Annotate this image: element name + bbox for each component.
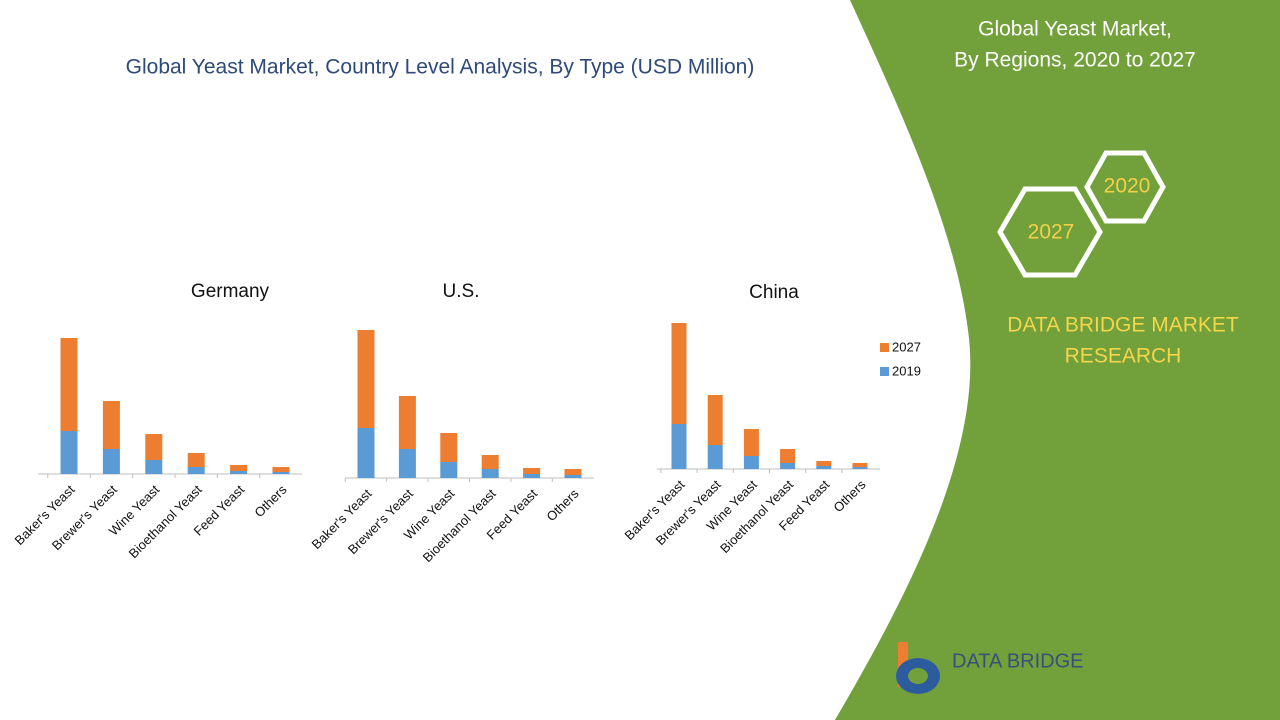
bar-segment (272, 467, 290, 472)
bar-segment (145, 434, 163, 460)
bar-segment (780, 463, 796, 469)
bar-segment (564, 469, 582, 475)
legend-swatch (880, 367, 889, 376)
bar-segment (187, 453, 205, 467)
bar-segment (357, 428, 375, 478)
bar-segment (743, 456, 759, 469)
legend-label: 2027 (892, 339, 921, 354)
bar-segment (481, 469, 499, 478)
legend-swatch (880, 343, 889, 352)
chart-title: Germany (191, 281, 270, 302)
bar-segment (230, 471, 248, 474)
bar-segment (440, 462, 458, 478)
bar-segment (398, 396, 416, 449)
bar-segment (671, 424, 687, 469)
panel-title: By Regions, 2020 to 2027 (954, 49, 1196, 72)
bar-segment (564, 475, 582, 478)
logo: DATA BRIDGE (896, 642, 1084, 694)
logo-hole (908, 668, 928, 684)
bar-segment (60, 431, 78, 474)
bar-segment (102, 449, 120, 474)
chart-title: U.S. (443, 281, 480, 302)
bar-segment (671, 323, 687, 424)
bar-segment (481, 455, 499, 469)
bar-segment (523, 468, 541, 474)
bar-segment (145, 460, 163, 474)
hexagon-label: 2020 (1104, 175, 1151, 198)
brand-text: DATA BRIDGE MARKET (1007, 314, 1239, 337)
bar-segment (743, 429, 759, 456)
hexagon (997, 186, 1103, 278)
hexagon (1084, 150, 1166, 224)
brand-text: RESEARCH (1065, 345, 1182, 368)
bar-segment (272, 472, 290, 474)
bar-segment (60, 338, 78, 431)
bar-segment (440, 433, 458, 462)
panel-title: Global Yeast Market, (978, 18, 1172, 41)
bar-segment (852, 463, 868, 467)
green-panel (835, 0, 1280, 720)
bar-segment (816, 461, 832, 466)
bar-segment (852, 467, 868, 469)
legend-label: 2019 (892, 363, 921, 378)
bar-segment (230, 465, 248, 471)
logo-text: DATA BRIDGE (952, 650, 1084, 672)
bar-segment (816, 466, 832, 469)
bar-segment (398, 449, 416, 478)
chart-title: China (749, 282, 799, 303)
bar-segment (187, 467, 205, 474)
main-title: Global Yeast Market, Country Level Analy… (126, 56, 755, 79)
bar-segment (780, 449, 796, 463)
bar-segment (707, 445, 723, 469)
bar-segment (707, 395, 723, 445)
bar-segment (357, 330, 375, 428)
bar-segment (102, 401, 120, 449)
bar-segment (523, 474, 541, 478)
hexagon-label: 2027 (1028, 221, 1075, 244)
